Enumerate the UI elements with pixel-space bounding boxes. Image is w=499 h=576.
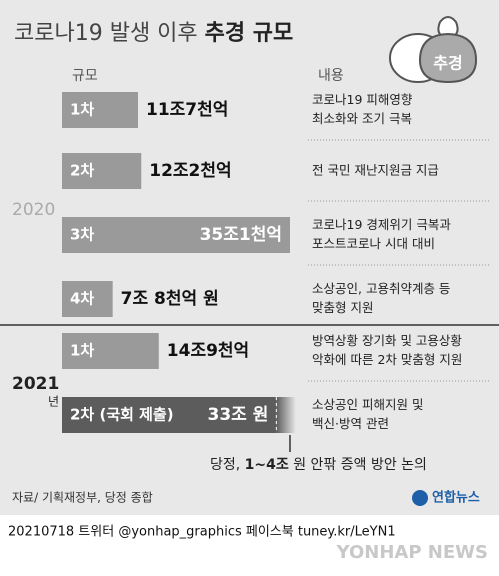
year-suffix: 년 — [48, 395, 59, 409]
annotation-part: 1~4조 — [245, 457, 289, 473]
category-label: 3차 — [70, 226, 94, 244]
category-label: 1차 — [70, 342, 94, 360]
title-text: 코로나19 발생 이후 — [14, 21, 198, 46]
description: 맞춤형 지원 — [312, 300, 373, 315]
logo-text: 연합뉴스 — [432, 490, 480, 506]
bar — [62, 217, 290, 253]
description: 소상공인 피해지원 및 — [312, 397, 423, 412]
column-header: 규모 — [72, 68, 98, 84]
category-label: 1차 — [70, 101, 94, 119]
description: 소상공인, 고용취약계층 등 — [312, 281, 450, 296]
bar — [62, 397, 277, 433]
icon-label: 추경 — [433, 54, 462, 73]
category-label: 2차 (국회 제출) — [70, 406, 174, 424]
bar — [62, 281, 113, 317]
description: 전 국민 재난지원금 지급 — [312, 163, 439, 178]
value-label: 7조 8천억 원 — [121, 289, 219, 309]
category-label: 4차 — [70, 290, 94, 308]
annotation: 당정, 1~4조 원 안팎 증액 방안 논의 — [210, 457, 427, 473]
source: 자료/ 기획재정부, 당정 종합 — [12, 491, 153, 505]
category-label: 2차 — [70, 162, 94, 180]
description: 방역상황 장기화 및 고용상황 — [312, 333, 462, 348]
money-bag-icon: 추경 — [389, 16, 478, 84]
value-label: 35조1천억 — [200, 225, 282, 245]
description: 백신·방역 관련 — [312, 416, 389, 431]
column-header: 내용 — [318, 68, 344, 84]
chart-title: 코로나19 발생 이후 추경 규모 — [14, 21, 293, 46]
value-label: 11조7천억 — [146, 100, 228, 120]
description: 악화에 따른 2차 맞춤형 지원 — [312, 352, 462, 367]
logo-mark — [412, 490, 428, 506]
description: 코로나19 경제위기 극복과 — [312, 217, 451, 232]
year-label: 2021 — [12, 374, 59, 394]
annotation-part: 당정, — [210, 457, 245, 473]
footer-text: 20210718 트위터 @yonhap_graphics 페이스북 tuney… — [8, 525, 396, 540]
annotation-part: 원 안팎 증액 방안 논의 — [289, 457, 427, 473]
watermark: YONHAP NEWS — [336, 542, 488, 563]
footer-background — [0, 515, 499, 576]
bar — [62, 92, 138, 128]
bar — [62, 333, 159, 369]
description: 코로나19 피해영향 — [312, 92, 413, 107]
year-label: 2020 — [12, 200, 55, 220]
value-label: 33조 원 — [207, 405, 268, 425]
value-label: 12조2천억 — [149, 161, 231, 181]
bar — [62, 153, 142, 189]
value-label: 14조9천억 — [167, 341, 249, 361]
title-emphasis: 추경 규모 — [205, 21, 294, 46]
bar-extension — [276, 397, 296, 433]
description: 최소화와 조기 극복 — [312, 111, 412, 126]
description: 포스트코로나 시대 대비 — [312, 236, 435, 251]
